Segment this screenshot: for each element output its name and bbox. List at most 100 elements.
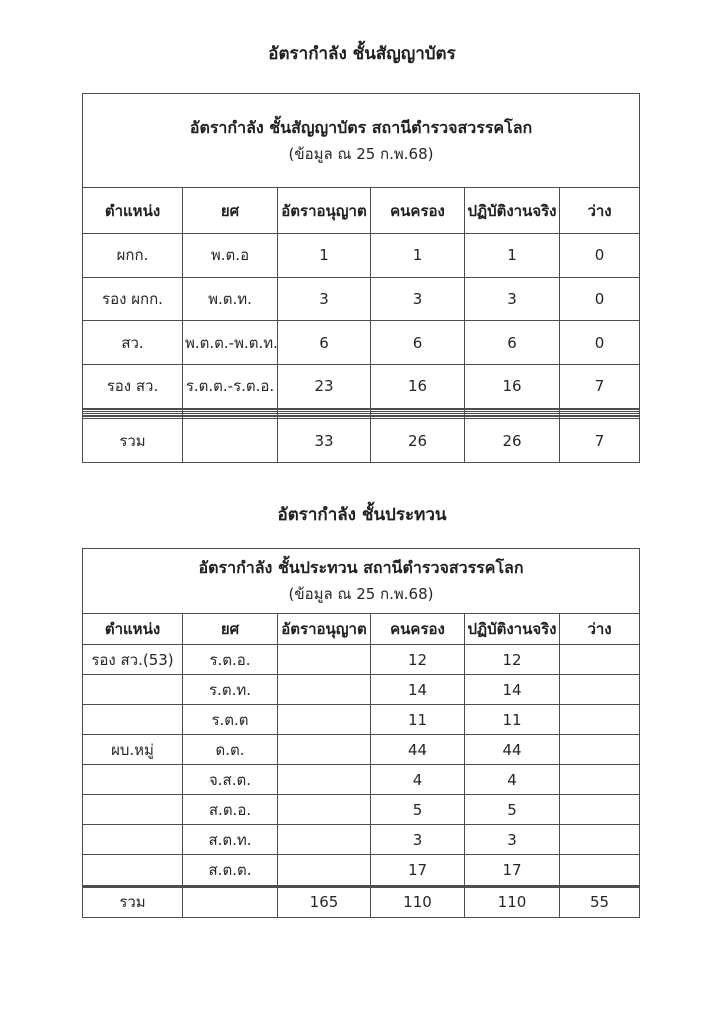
table-cell: ส.ต.อ. [182, 794, 278, 826]
table-row: รอง สว.(53) ร.ต.อ. 12 12 [82, 644, 641, 676]
total-cell: 33 [277, 418, 371, 463]
table-cell: 3 [370, 824, 465, 856]
table-subtitle: (ข้อมูล ณ 25 ก.พ.68) [288, 145, 434, 164]
table-row: ร.ต.ต 11 11 [82, 704, 641, 736]
table-row: สว. พ.ต.ต.-พ.ต.ท. 6 6 6 0 [82, 320, 641, 365]
table-cell [558, 885, 641, 889]
table-title-row: อัตรากำลัง ชั้นสัญญาบัตร สถานีตำรวจสวรรค… [81, 92, 641, 189]
table-cell: 16 [464, 364, 560, 409]
table-row: จ.ส.ต. 4 4 [82, 764, 641, 796]
table-cell [558, 734, 641, 766]
table-cell: 14 [370, 674, 465, 706]
table-cell: พ.ต.ต.-พ.ต.ท. [182, 320, 278, 365]
table-cell: ส.ต.ท. [182, 824, 278, 856]
table-title-cell: อัตรากำลัง ชั้นประทวน สถานีตำรวจสวรรคโลก… [81, 548, 641, 614]
table-cell: 0 [558, 320, 641, 365]
column-header-cell: ว่าง [558, 187, 641, 234]
total-cell [182, 886, 278, 919]
table-cell [277, 764, 371, 796]
table-row: ผกก. พ.ต.อ 1 1 1 0 [82, 232, 641, 278]
commissioned-ranks-table: อัตรากำลัง ชั้นสัญญาบัตร สถานีตำรวจสวรรค… [81, 92, 641, 463]
table-cell [277, 704, 371, 736]
table-cell: 4 [370, 764, 465, 796]
table-cell: ร.ต.ต [182, 704, 278, 736]
table-cell: พ.ต.ท. [182, 276, 278, 322]
table-cell [558, 704, 641, 736]
column-header-cell: ยศ [182, 612, 278, 646]
table-cell: ร.ต.ต.-ร.ต.อ. [182, 364, 278, 409]
column-header-cell: ปฏิบัติงานจริง [464, 187, 560, 234]
table-cell: สว. [82, 320, 183, 365]
column-header-cell: อัตราอนุญาต [277, 187, 371, 234]
table-cell: 12 [464, 644, 560, 676]
table-cell: 7 [558, 364, 641, 409]
total-cell: 110 [370, 886, 465, 919]
table-cell [277, 854, 371, 886]
table-cell [82, 794, 183, 826]
table-cell: ผกก. [82, 232, 183, 278]
column-header-cell: ปฏิบัติงานจริง [464, 612, 560, 646]
table-cell: 0 [558, 276, 641, 322]
total-cell: 26 [370, 418, 465, 463]
table-cell [82, 854, 183, 886]
table-cell [82, 824, 183, 856]
table-title: อัตรากำลัง ชั้นสัญญาบัตร สถานีตำรวจสวรรค… [189, 118, 533, 138]
table-cell: ร.ต.อ. [182, 644, 278, 676]
table-body: ผกก. พ.ต.อ 1 1 1 0 รอง ผกก. พ.ต.ท. 3 3 3 0 สว. พ.ต.ต.… [82, 232, 641, 420]
table-cell [558, 854, 641, 886]
table-cell [558, 794, 641, 826]
table-cell: 17 [370, 854, 465, 886]
table-cell [277, 674, 371, 706]
total-cell: 165 [277, 886, 371, 919]
total-cell: 55 [558, 886, 641, 919]
table-cell [82, 704, 183, 736]
table-row: ส.ต.ต. 17 17 [82, 854, 641, 886]
table-cell: 12 [370, 644, 465, 676]
table-cell: พ.ต.อ [182, 232, 278, 278]
column-header-row: ตำแหน่ง ยศ อัตราอนุญาต คนครอง ปฏิบัติงานจริง… [82, 187, 641, 234]
table-cell: ผบ.หมู่ [82, 734, 183, 766]
table-cell: รอง สว.(53) [82, 644, 183, 676]
table-title: อัตรากำลัง ชั้นประทวน สถานีตำรวจสวรรคโลก [198, 558, 524, 578]
table-cell: 1 [277, 232, 371, 278]
table-cell [558, 764, 641, 796]
table-row: ส.ต.อ. 5 5 [82, 794, 641, 826]
table-row: รอง สว. ร.ต.ต.-ร.ต.อ. 23 16 16 7 [82, 364, 641, 409]
column-header-row: ตำแหน่ง ยศ อัตราอนุญาต คนครอง ปฏิบัติงานจริง… [82, 612, 641, 646]
section1-heading: อัตรากำลัง ชั้นสัญญาบัตร [268, 44, 456, 64]
table-cell [277, 734, 371, 766]
table-cell: 3 [464, 824, 560, 856]
table-title-cell: อัตรากำลัง ชั้นสัญญาบัตร สถานีตำรวจสวรรค… [81, 92, 641, 189]
total-cell: รวม [82, 418, 183, 463]
table-cell: 1 [370, 232, 465, 278]
table-cell: จ.ส.ต. [182, 764, 278, 796]
section2-heading: อัตรากำลัง ชั้นประทวน [277, 505, 447, 525]
table-cell: ร.ต.ท. [182, 674, 278, 706]
column-header-cell: อัตราอนุญาต [277, 612, 371, 646]
total-cell [182, 418, 278, 463]
table-cell: 6 [464, 320, 560, 365]
table-title-row: อัตรากำลัง ชั้นประทวน สถานีตำรวจสวรรคโลก… [81, 548, 641, 614]
table-row: รอง ผกก. พ.ต.ท. 3 3 3 0 [82, 276, 641, 322]
total-row: รวม 165 110 110 55 [82, 886, 641, 919]
table-cell [558, 824, 641, 856]
total-cell: รวม [82, 886, 183, 919]
table-cell: 4 [464, 764, 560, 796]
total-cell: 110 [464, 886, 560, 919]
table-cell: 3 [370, 276, 465, 322]
column-header-cell: ตำแหน่ง [82, 612, 183, 646]
total-row: รวม 33 26 26 7 [82, 418, 641, 463]
column-header-cell: ว่าง [558, 612, 641, 646]
non-commissioned-ranks-table: อัตรากำลัง ชั้นประทวน สถานีตำรวจสวรรคโลก… [81, 548, 641, 919]
table-cell: รอง สว. [82, 364, 183, 409]
table-cell [82, 764, 183, 796]
table-cell: 16 [370, 364, 465, 409]
total-cell: 7 [558, 418, 641, 463]
column-header-cell: ตำแหน่ง [82, 187, 183, 234]
table-cell: รอง ผกก. [82, 276, 183, 322]
table-row: ร.ต.ท. 14 14 [82, 674, 641, 706]
table-cell: 5 [370, 794, 465, 826]
column-header-cell: คนครอง [370, 187, 465, 234]
table-subtitle: (ข้อมูล ณ 25 ก.พ.68) [288, 585, 434, 604]
